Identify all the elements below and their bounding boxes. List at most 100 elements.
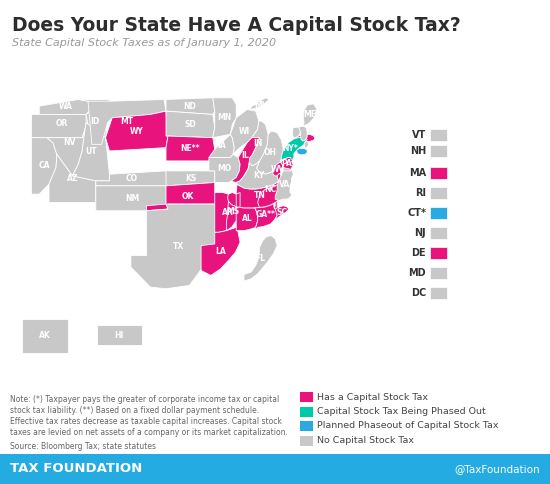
Polygon shape: [78, 100, 112, 144]
Polygon shape: [164, 98, 215, 114]
Polygon shape: [304, 141, 309, 148]
Text: Capital Stock Tax Being Phased Out: Capital Stock Tax Being Phased Out: [317, 407, 486, 416]
Polygon shape: [274, 206, 289, 220]
Text: FL: FL: [256, 254, 266, 263]
Polygon shape: [275, 169, 293, 201]
Text: Note: (*) Taxpayer pays the greater of corporate income tax or capital: Note: (*) Taxpayer pays the greater of c…: [10, 395, 279, 404]
Polygon shape: [166, 136, 214, 161]
Polygon shape: [73, 123, 109, 181]
Text: ID: ID: [91, 118, 100, 126]
Text: MT: MT: [120, 118, 134, 126]
Polygon shape: [97, 325, 142, 345]
Polygon shape: [257, 172, 292, 208]
Bar: [300, 392, 313, 402]
Polygon shape: [255, 199, 277, 231]
Polygon shape: [146, 182, 228, 211]
Polygon shape: [39, 100, 92, 114]
Text: Planned Phaseout of Capital Stock Tax: Planned Phaseout of Capital Stock Tax: [317, 422, 498, 430]
Bar: [430, 167, 447, 179]
Polygon shape: [289, 148, 294, 158]
Polygon shape: [96, 171, 168, 186]
Bar: [430, 247, 447, 259]
Text: Has a Capital Stock Tax: Has a Capital Stock Tax: [317, 393, 428, 402]
Bar: [430, 267, 447, 279]
Bar: [430, 207, 447, 219]
Text: stock tax liability. (**) Based on a fixed dollar payment schedule.: stock tax liability. (**) Based on a fix…: [10, 406, 259, 415]
Text: KS: KS: [185, 174, 196, 183]
Polygon shape: [250, 98, 270, 109]
Polygon shape: [209, 154, 240, 182]
Text: TN: TN: [254, 191, 266, 200]
Text: AK: AK: [39, 331, 51, 340]
Text: IN: IN: [254, 139, 263, 148]
Polygon shape: [227, 193, 240, 231]
Bar: [430, 227, 447, 239]
Bar: [300, 407, 313, 417]
Text: Effective tax rates decrease as taxable capital increases. Capital stock: Effective tax rates decrease as taxable …: [10, 417, 282, 426]
Text: PA: PA: [282, 159, 293, 168]
Text: KY: KY: [253, 170, 264, 180]
Text: DE: DE: [411, 248, 426, 258]
Polygon shape: [293, 127, 300, 137]
Bar: [430, 187, 447, 199]
Polygon shape: [166, 171, 214, 186]
Text: Source: Bloomberg Tax; state statutes: Source: Bloomberg Tax; state statutes: [10, 442, 156, 451]
Text: NE**: NE**: [180, 144, 200, 153]
Text: WA: WA: [59, 103, 73, 111]
Polygon shape: [281, 136, 309, 161]
Polygon shape: [31, 137, 57, 194]
Text: MA: MA: [409, 168, 426, 178]
Bar: [430, 287, 447, 299]
Text: MO: MO: [217, 164, 232, 173]
Text: IL: IL: [241, 151, 250, 160]
Polygon shape: [232, 129, 260, 182]
Text: ND: ND: [183, 102, 196, 111]
Polygon shape: [201, 227, 240, 275]
Bar: [430, 145, 447, 157]
Text: TX: TX: [173, 242, 184, 251]
Text: HI: HI: [114, 331, 124, 340]
Text: @TaxFoundation: @TaxFoundation: [454, 464, 540, 474]
Polygon shape: [256, 131, 283, 174]
Polygon shape: [31, 109, 92, 137]
Polygon shape: [296, 148, 307, 155]
Polygon shape: [281, 162, 293, 172]
Text: NC: NC: [265, 185, 277, 195]
Text: State Capital Stock Taxes as of January 1, 2020: State Capital Stock Taxes as of January …: [12, 38, 276, 48]
Polygon shape: [236, 161, 281, 189]
Text: NY*: NY*: [282, 144, 298, 153]
Text: AZ: AZ: [67, 174, 78, 183]
Polygon shape: [288, 152, 293, 162]
Text: taxes are levied on net assets of a company or its market capitalization.: taxes are levied on net assets of a comp…: [10, 428, 288, 437]
Text: SD: SD: [184, 120, 196, 129]
Polygon shape: [47, 109, 92, 176]
Polygon shape: [213, 98, 236, 137]
Text: WV: WV: [271, 165, 285, 174]
Text: NJ: NJ: [414, 228, 426, 238]
Text: GA**: GA**: [256, 211, 276, 219]
Polygon shape: [230, 109, 259, 154]
Polygon shape: [166, 111, 214, 137]
Text: ME: ME: [304, 110, 316, 120]
Polygon shape: [249, 121, 268, 166]
Polygon shape: [299, 126, 307, 141]
Polygon shape: [295, 135, 315, 142]
Bar: [300, 421, 313, 431]
Text: NV: NV: [63, 138, 76, 147]
Bar: [0, 454, 550, 484]
Text: No Capital Stock Tax: No Capital Stock Tax: [317, 436, 414, 445]
Text: Does Your State Have A Capital Stock Tax?: Does Your State Have A Capital Stock Tax…: [12, 16, 461, 35]
Polygon shape: [228, 182, 285, 208]
Text: CO: CO: [126, 174, 138, 183]
Text: UT: UT: [85, 147, 97, 156]
Polygon shape: [49, 154, 96, 202]
Text: WI: WI: [239, 127, 250, 136]
Text: CT*: CT*: [407, 208, 426, 218]
Polygon shape: [273, 163, 283, 176]
Polygon shape: [96, 186, 168, 211]
Polygon shape: [236, 207, 257, 231]
Polygon shape: [214, 193, 240, 232]
Text: AR: AR: [222, 208, 233, 217]
Polygon shape: [244, 236, 277, 281]
Text: SC: SC: [276, 209, 287, 217]
